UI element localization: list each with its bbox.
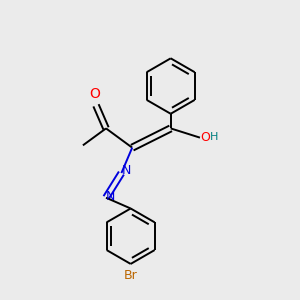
Text: N: N bbox=[121, 164, 131, 177]
Text: Br: Br bbox=[124, 269, 137, 282]
Text: O: O bbox=[89, 88, 100, 101]
Text: N: N bbox=[106, 190, 115, 203]
Text: O: O bbox=[201, 131, 211, 144]
Text: H: H bbox=[210, 132, 218, 142]
